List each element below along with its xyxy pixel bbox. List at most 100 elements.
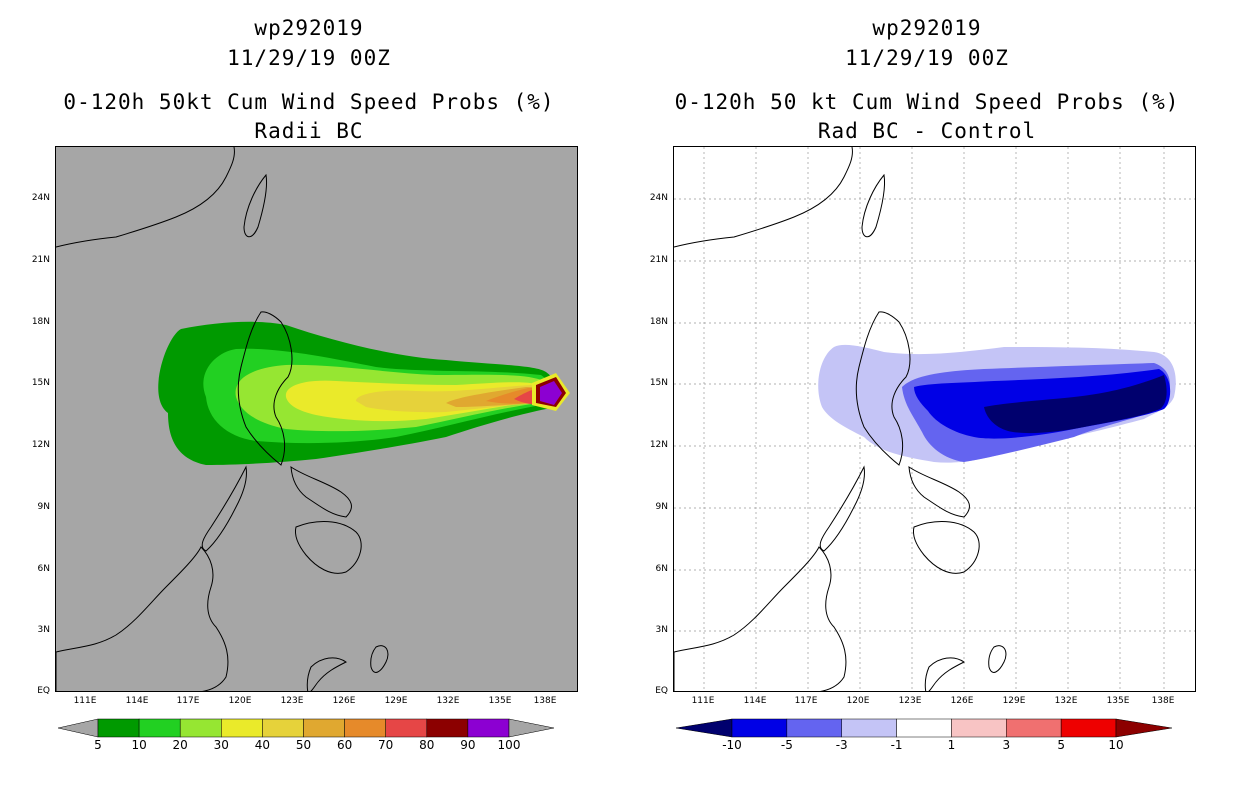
colorbar-label: 70 — [378, 738, 394, 752]
china-coast — [56, 147, 235, 248]
difference-map — [673, 146, 1196, 692]
lat-label: 6N — [37, 564, 50, 574]
lon-label: 117E — [794, 696, 818, 706]
taiwan — [243, 173, 267, 238]
lon-label: 138E — [1151, 696, 1175, 706]
colorbar-swatch — [262, 718, 304, 738]
lon-label: 129E — [384, 696, 408, 706]
lon-label: 111E — [691, 696, 715, 706]
luzon — [855, 311, 911, 466]
lon-label: 120E — [228, 696, 252, 706]
lon-label: 114E — [743, 696, 767, 706]
colorbar-label: 40 — [254, 738, 271, 752]
forecast-datetime: 11/29/19 00Z — [227, 46, 391, 70]
mindanao — [913, 521, 980, 574]
lat-label: EQ — [37, 686, 50, 696]
colorbar-swatch — [426, 718, 469, 738]
halmahera — [988, 645, 1007, 673]
lat-label: 18N — [649, 317, 668, 327]
lon-label: 111E — [73, 696, 97, 706]
colorbar-label: 80 — [419, 738, 435, 752]
visayas — [290, 466, 352, 518]
borneo — [674, 546, 847, 691]
colorbar-swatch — [896, 718, 952, 738]
colorbar-swatch — [841, 718, 897, 738]
colorbar-swatch — [97, 718, 140, 738]
lat-label: 3N — [655, 625, 668, 635]
lat-label: 9N — [655, 502, 668, 512]
product-subtitle: Rad BC - Control — [817, 119, 1037, 143]
colorbar-swatch — [344, 718, 386, 738]
product-title: 0-120h 50 kt Cum Wind Speed Probs (%) — [674, 90, 1180, 114]
lat-label: 12N — [649, 440, 668, 450]
lon-label: 135E — [1106, 696, 1130, 706]
colorbar-label: 3 — [1002, 738, 1011, 752]
borneo — [56, 546, 229, 691]
lat-label: 9N — [37, 502, 50, 512]
lon-label: 123E — [898, 696, 922, 706]
colorbar-swatch — [385, 718, 428, 738]
lon-label: 132E — [436, 696, 460, 706]
storm-id: wp292019 — [872, 16, 982, 40]
prob-contour-100 — [540, 381, 562, 405]
colorbar-swatch — [1006, 718, 1062, 738]
colorbar-label: 30 — [213, 738, 229, 752]
colorbar-swatch — [138, 718, 181, 738]
sulawesi — [924, 657, 965, 691]
left-map-panel: wp292019 11/29/19 00Z 0-120h 50kt Cum Wi… — [31, 16, 578, 752]
colorbar-label: 10 — [131, 738, 147, 752]
lon-label: 117E — [176, 696, 200, 706]
colorbar-label: 20 — [172, 738, 188, 752]
lon-label: 114E — [125, 696, 149, 706]
colorbar-label: 90 — [460, 738, 476, 752]
lat-label: 15N — [31, 378, 50, 388]
lat-label: EQ — [655, 686, 668, 696]
colorbar-label: 1 — [947, 738, 956, 752]
colorbar-label: 60 — [336, 738, 353, 752]
colorbar-swatch — [221, 718, 263, 738]
forecast-datetime: 11/29/19 00Z — [845, 46, 1009, 70]
colorbar-label: 5 — [94, 738, 102, 752]
lon-label: 135E — [488, 696, 512, 706]
product-subtitle: Radii BC — [254, 119, 364, 143]
right-map-panel: wp292019 11/29/19 00Z 0-120h 50 kt Cum W… — [618, 0, 1236, 800]
palawan — [201, 465, 247, 552]
probability-map — [55, 146, 578, 692]
lon-label: 132E — [1054, 696, 1078, 706]
taiwan — [861, 173, 885, 238]
china-coast — [674, 147, 853, 248]
colorbar-swatch — [786, 718, 842, 738]
lat-label: 21N — [649, 255, 668, 265]
colorbar-label: 10 — [1108, 738, 1124, 752]
difference-colorbar — [676, 718, 1173, 738]
colorbar-swatch — [467, 718, 510, 738]
palawan — [819, 465, 865, 552]
lon-label: 120E — [846, 696, 870, 706]
visayas — [908, 466, 970, 518]
colorbar-under-arrow — [58, 718, 99, 738]
map-canvas — [56, 147, 577, 691]
lat-label: 6N — [655, 564, 668, 574]
lat-label: 15N — [649, 378, 668, 388]
lat-label: 24N — [649, 193, 668, 203]
colorbar-label: 5 — [1057, 738, 1065, 752]
mindanao — [295, 521, 362, 574]
lon-label: 126E — [332, 696, 356, 706]
colorbar-swatch — [303, 718, 345, 738]
map-canvas — [674, 147, 1195, 691]
colorbar-swatch — [951, 718, 1007, 738]
colorbar-label: -10 — [722, 738, 742, 752]
lon-label: 123E — [280, 696, 304, 706]
lat-label: 12N — [31, 440, 50, 450]
colorbar-label: 100 — [497, 738, 521, 752]
colorbar-over-arrow — [1115, 718, 1173, 738]
luzon — [237, 311, 293, 466]
colorbar-swatch — [1060, 718, 1117, 738]
probability-colorbar — [58, 718, 555, 738]
lon-label: 138E — [533, 696, 557, 706]
colorbar-swatch — [179, 718, 222, 738]
colorbar-under-arrow — [676, 718, 733, 738]
storm-id: wp292019 — [254, 16, 364, 40]
sulawesi — [306, 657, 347, 691]
diff-contour-neg10 — [984, 375, 1167, 434]
